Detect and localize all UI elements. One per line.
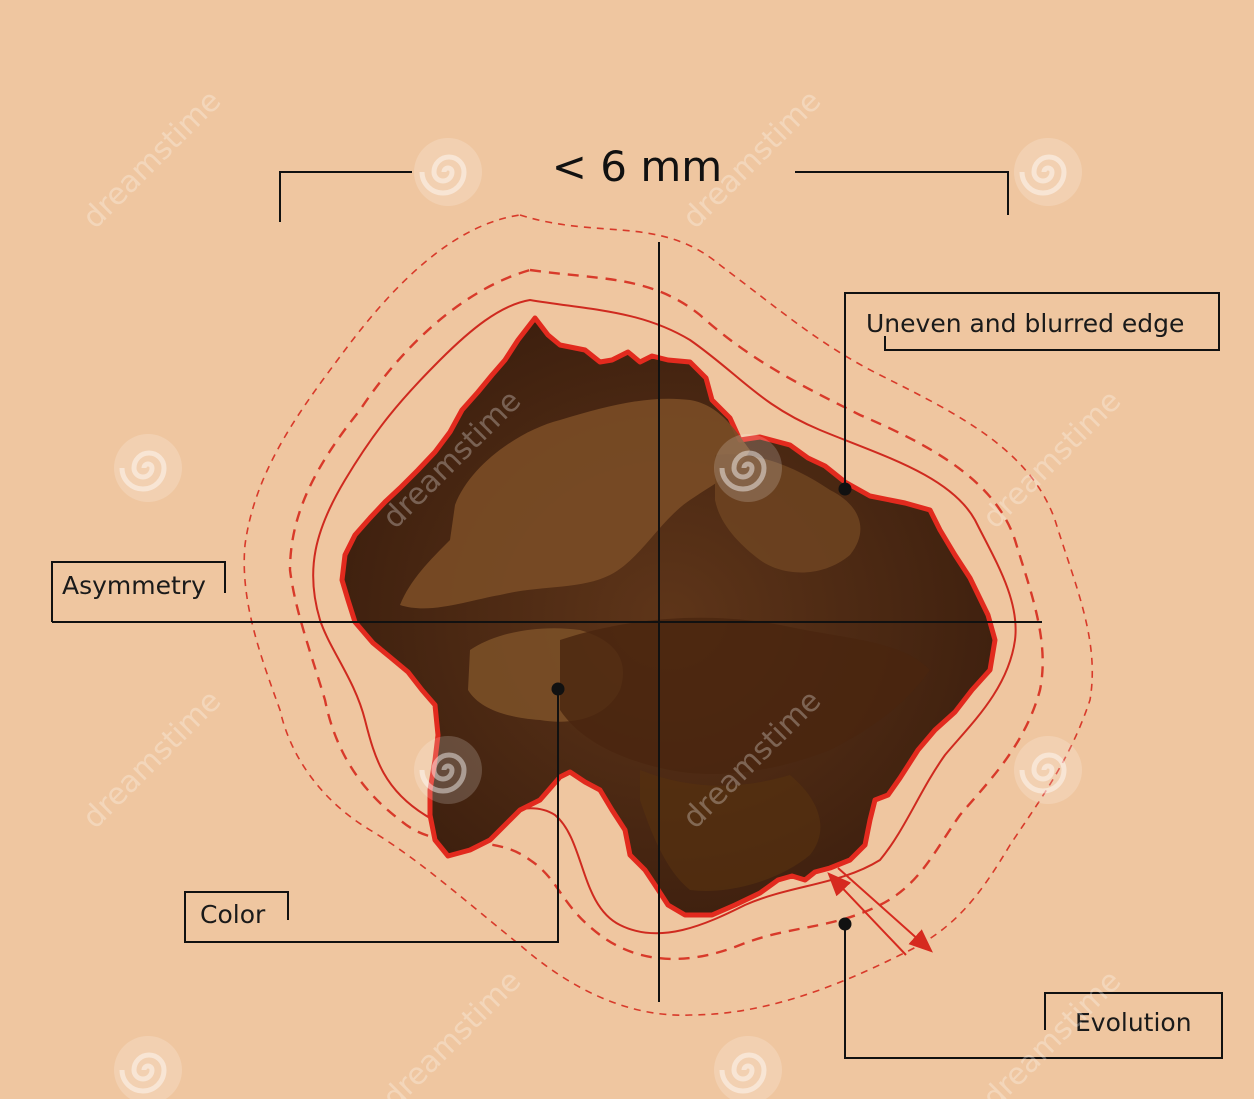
spiral-logo-icon — [114, 434, 182, 502]
mole-patch-light-2 — [715, 454, 861, 573]
solid-ring — [312, 298, 1017, 935]
color-callout: Color — [184, 682, 565, 943]
bracket-left — [279, 171, 412, 222]
mole-patch-light-1 — [400, 398, 750, 609]
evolution-arrow-2 — [827, 872, 907, 956]
bracket-right — [795, 171, 1009, 215]
watermark-text: dreamstime — [76, 683, 228, 835]
asymmetry-label: Asymmetry — [62, 571, 206, 600]
evolution-arrow-1 — [837, 867, 933, 953]
color-leader-box — [184, 689, 559, 943]
mole-patch-mid-1 — [640, 770, 821, 891]
outer-dashed-ring — [243, 214, 1094, 1016]
asymmetry-box — [51, 561, 226, 622]
mole-lesion — [339, 315, 998, 918]
edge-leader-box — [844, 292, 1220, 489]
spiral-logo-icon — [1014, 736, 1082, 804]
mole-patch-dark-1 — [560, 617, 930, 774]
inner-dashed-ring — [288, 268, 1044, 961]
spiral-logo-icon — [714, 434, 782, 502]
evolution-callout: Evolution — [827, 867, 1223, 1059]
watermark-text: dreamstime — [76, 83, 228, 235]
spiral-logo-icon — [414, 138, 482, 206]
color-label: Color — [200, 900, 266, 929]
asymmetry-axes — [52, 242, 1042, 1002]
edge-label: Uneven and blurred edge — [866, 309, 1184, 338]
spiral-logo-icon — [114, 1036, 182, 1099]
spiral-logo-icon — [1014, 138, 1082, 206]
evolution-rings — [243, 214, 1094, 1016]
spiral-logo-icon — [714, 1036, 782, 1099]
edge-callout: Uneven and blurred edge — [838, 292, 1220, 496]
evolution-leader-box — [844, 924, 1223, 1059]
watermark-text: dreamstime — [376, 963, 528, 1099]
diameter-label: < 6 mm — [552, 142, 722, 191]
asymmetry-callout: Asymmetry — [51, 561, 226, 622]
spiral-logo-icon — [414, 736, 482, 804]
diameter-bracket: < 6 mm — [279, 142, 1009, 222]
evolution-label: Evolution — [1075, 1008, 1192, 1037]
